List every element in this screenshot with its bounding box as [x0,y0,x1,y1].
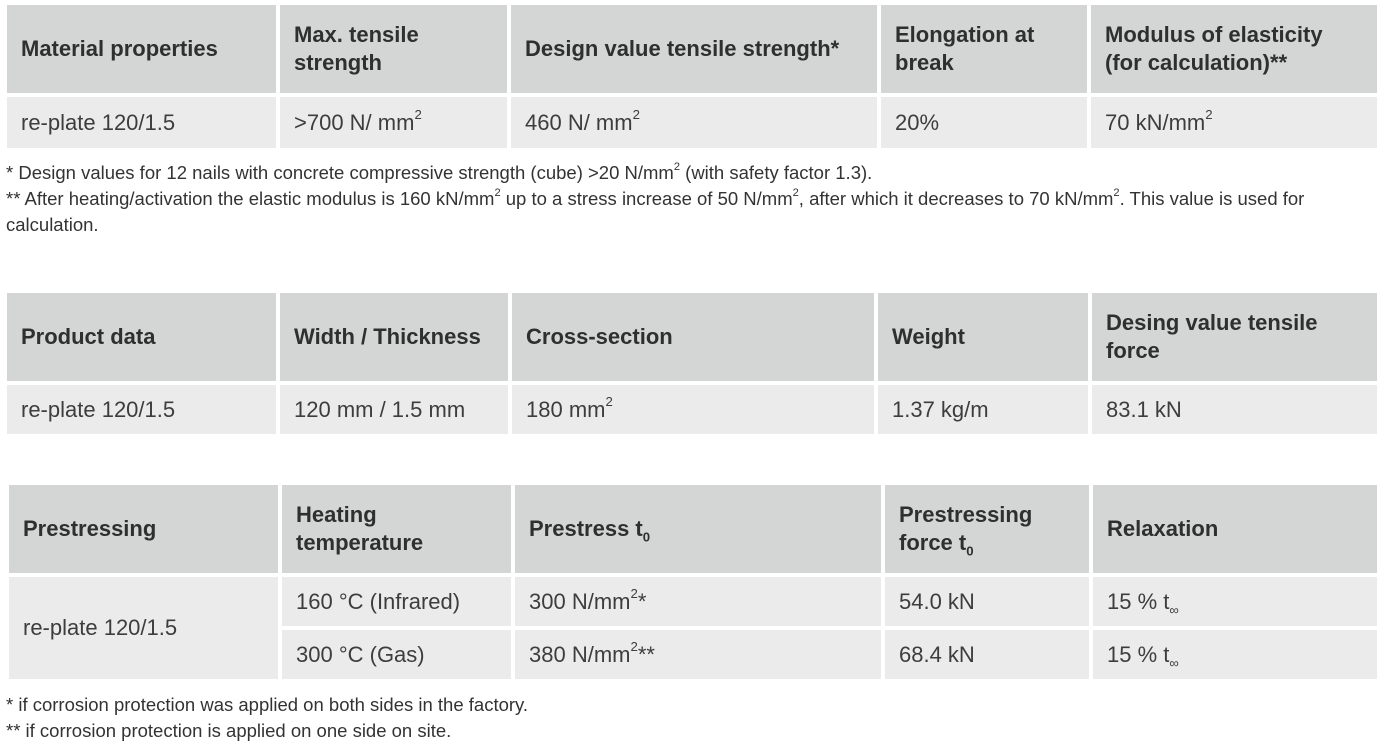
cell-design-value: 460 N/ mm2 [511,97,877,148]
cell-product-name: re-plate 120/1.5 [9,577,278,679]
cell-design-force: 83.1 kN [1092,385,1377,434]
table-row: re-plate 120/1.5 160 °C (Infrared) 300 N… [9,577,1377,679]
header-modulus-of-elasticity: Modulus of elasticity (for calculation)*… [1091,5,1377,93]
header-width-thickness: Width / Thickness [280,293,508,381]
footnote-design-values: * Design values for 12 nails with concre… [6,161,873,183]
footnote-elastic-modulus: ** After heating/activation the elastic … [6,187,1305,235]
cell-cross-section: 180 mm2 [512,385,874,434]
footnote-site-protection: ** if corrosion protection is applied on… [6,720,452,741]
table-header-row: Material properties Max. tensile strengt… [7,5,1377,93]
cell-prestress: 300 N/mm2* [515,577,881,626]
cell-temperature: 160 °C (Infrared) [282,577,511,626]
footnote-factory-protection: * if corrosion protection was applied on… [6,694,529,715]
material-properties-table: Material properties Max. tensile strengt… [3,1,1381,152]
cell-width-thickness: 120 mm / 1.5 mm [280,385,508,434]
table-row: re-plate 120/1.5 120 mm / 1.5 mm 180 mm2… [7,385,1377,434]
header-weight: Weight [878,293,1088,381]
cell-weight: 1.37 kg/m [878,385,1088,434]
header-prestressing-force: Prestressing force t0 [885,485,1089,573]
material-notes: * Design values for 12 nails with concre… [6,160,1382,238]
cell-prestress: 380 N/mm2** [515,630,881,679]
header-material-properties: Material properties [7,5,276,93]
cell-elongation: 20% [881,97,1087,148]
cell-temperature: 300 °C (Gas) [282,630,511,679]
table-row: 300 °C (Gas) 380 N/mm2** 68.4 kN 15 % t∞ [9,630,1377,679]
header-product-data: Product data [7,293,276,381]
cell-relaxation: 15 % t∞ [1093,577,1377,626]
prestressing-table: Prestressing Heating temperature Prestre… [5,481,1381,683]
cell-modulus: 70 kN/mm2 [1091,97,1377,148]
cell-max-tensile-strength: >700 N/ mm2 [280,97,507,148]
header-design-tensile-force: Desing value tensile force [1092,293,1377,381]
table-header-row: Product data Width / Thickness Cross-sec… [7,293,1377,381]
header-max-tensile-strength: Max. tensile strength [280,5,507,93]
prestress-notes: * if corrosion protection was applied on… [6,692,1382,744]
table-header-row: Prestressing Heating temperature Prestre… [9,485,1377,573]
header-cross-section: Cross-section [512,293,874,381]
header-design-value-tensile-strength: Design value tensile strength* [511,5,877,93]
header-prestress: Prestress t0 [515,485,881,573]
product-data-table: Product data Width / Thickness Cross-sec… [3,289,1381,438]
header-heating-temperature: Heating temperature [282,485,511,573]
table-row: re-plate 120/1.5 >700 N/ mm2 460 N/ mm2 … [7,97,1377,148]
cell-force: 68.4 kN [885,630,1089,679]
header-relaxation: Relaxation [1093,485,1377,573]
cell-force: 54.0 kN [885,577,1089,626]
header-prestressing: Prestressing [9,485,278,573]
cell-product-name: re-plate 120/1.5 [7,97,276,148]
cell-relaxation: 15 % t∞ [1093,630,1377,679]
header-elongation-at-break: Elongation at break [881,5,1087,93]
cell-product-name: re-plate 120/1.5 [7,385,276,434]
